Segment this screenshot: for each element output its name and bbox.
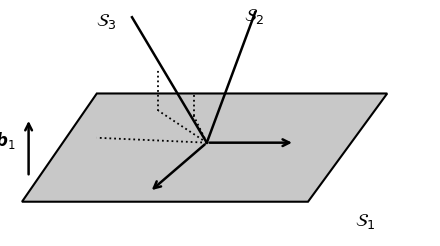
Text: $\boldsymbol{b}_1$: $\boldsymbol{b}_1$ [0,130,15,151]
Polygon shape [22,93,387,202]
Text: $\mathcal{S}_3$: $\mathcal{S}_3$ [96,12,117,31]
Text: $\mathcal{S}_1$: $\mathcal{S}_1$ [355,212,375,231]
Text: $\mathcal{S}_2$: $\mathcal{S}_2$ [244,7,264,26]
